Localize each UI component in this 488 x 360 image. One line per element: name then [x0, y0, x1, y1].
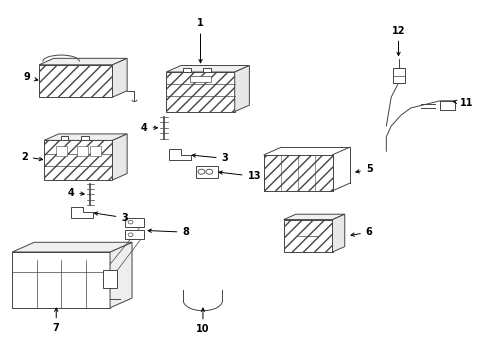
Polygon shape: [166, 66, 249, 72]
Polygon shape: [166, 72, 234, 112]
Bar: [264, 155, 332, 191]
Text: 6: 6: [350, 227, 372, 237]
Text: 1: 1: [197, 18, 203, 63]
Bar: [190, 76, 210, 82]
Polygon shape: [283, 220, 332, 252]
Bar: [124, 230, 144, 239]
Text: 7: 7: [53, 308, 60, 333]
Bar: [90, 147, 101, 156]
Text: 3: 3: [94, 212, 128, 223]
Bar: [56, 147, 67, 156]
Polygon shape: [112, 58, 127, 97]
Text: 4: 4: [141, 123, 157, 133]
Text: 12: 12: [391, 26, 405, 55]
Polygon shape: [71, 207, 93, 218]
Bar: [195, 166, 217, 178]
Text: 11: 11: [452, 98, 473, 108]
Text: 10: 10: [196, 308, 209, 334]
Bar: [203, 68, 211, 72]
Bar: [439, 101, 454, 110]
Text: 13: 13: [219, 171, 261, 181]
Bar: [183, 68, 190, 72]
Polygon shape: [44, 134, 127, 140]
Bar: [124, 218, 144, 227]
Bar: [392, 68, 404, 83]
Polygon shape: [39, 65, 112, 97]
Text: 4: 4: [67, 188, 84, 198]
Polygon shape: [332, 214, 344, 252]
Bar: [81, 136, 89, 140]
Polygon shape: [112, 134, 127, 180]
Polygon shape: [110, 242, 132, 308]
Bar: [77, 147, 87, 156]
Text: 8: 8: [148, 227, 189, 237]
Text: 9: 9: [23, 72, 38, 82]
Text: 5: 5: [355, 164, 372, 174]
Polygon shape: [283, 214, 344, 220]
Polygon shape: [234, 66, 249, 112]
Polygon shape: [168, 149, 190, 160]
Bar: [61, 136, 68, 140]
Polygon shape: [44, 140, 112, 180]
Bar: [102, 270, 117, 288]
Polygon shape: [12, 252, 110, 308]
Text: 2: 2: [21, 152, 42, 162]
Polygon shape: [39, 58, 127, 65]
Text: 3: 3: [192, 153, 228, 163]
Polygon shape: [12, 242, 132, 252]
